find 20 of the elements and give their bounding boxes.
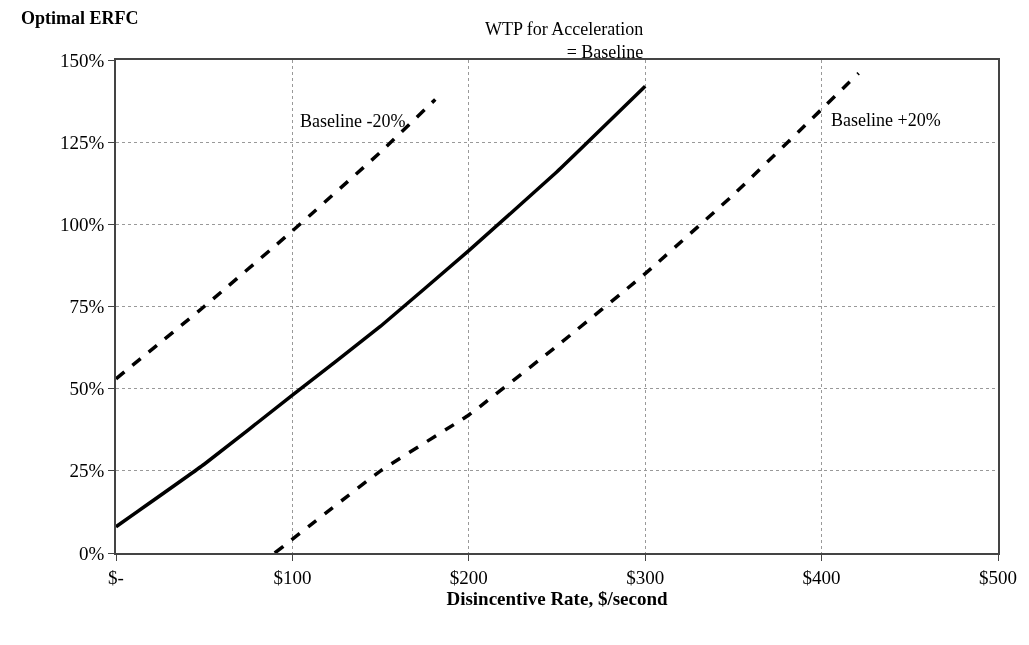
- x-tick-label: $-: [108, 566, 124, 588]
- series-label: WTP for Acceleration = Baseline: [485, 19, 644, 63]
- y-tick-label: 125%: [60, 131, 105, 153]
- y-tick-label: 75%: [69, 296, 105, 318]
- x-tick-label: $500: [979, 566, 1017, 588]
- series-label: Baseline +20%: [831, 110, 941, 130]
- line-series: [116, 97, 438, 381]
- y-tick-label: 150%: [60, 49, 105, 71]
- x-tick-label: $400: [802, 566, 841, 588]
- x-tick-label: $200: [449, 566, 488, 588]
- y-tick-label: 50%: [69, 378, 105, 400]
- y-axis-title: Optimal ERFC: [21, 8, 139, 28]
- x-axis-title: Disincentive Rate, $/second: [446, 587, 668, 609]
- y-tick-label: 100%: [60, 213, 105, 235]
- series-label: Baseline -20%: [300, 111, 406, 131]
- x-tick-label: $300: [626, 566, 665, 588]
- x-tick-label: $100: [273, 566, 312, 588]
- y-tick-label: 25%: [69, 460, 105, 482]
- line-series: [116, 84, 647, 529]
- y-tick-label: 0%: [79, 542, 105, 564]
